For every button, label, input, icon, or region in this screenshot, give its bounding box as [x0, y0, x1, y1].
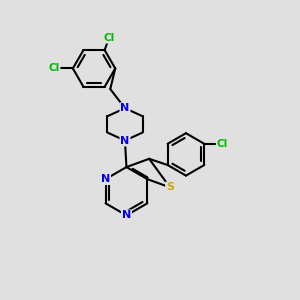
Text: Cl: Cl	[48, 63, 60, 74]
Text: N: N	[101, 174, 110, 184]
Text: S: S	[166, 182, 174, 192]
Text: Cl: Cl	[103, 33, 115, 43]
Text: N: N	[122, 210, 131, 220]
Text: N: N	[120, 136, 130, 146]
Text: Cl: Cl	[217, 139, 228, 149]
Text: N: N	[120, 103, 130, 113]
